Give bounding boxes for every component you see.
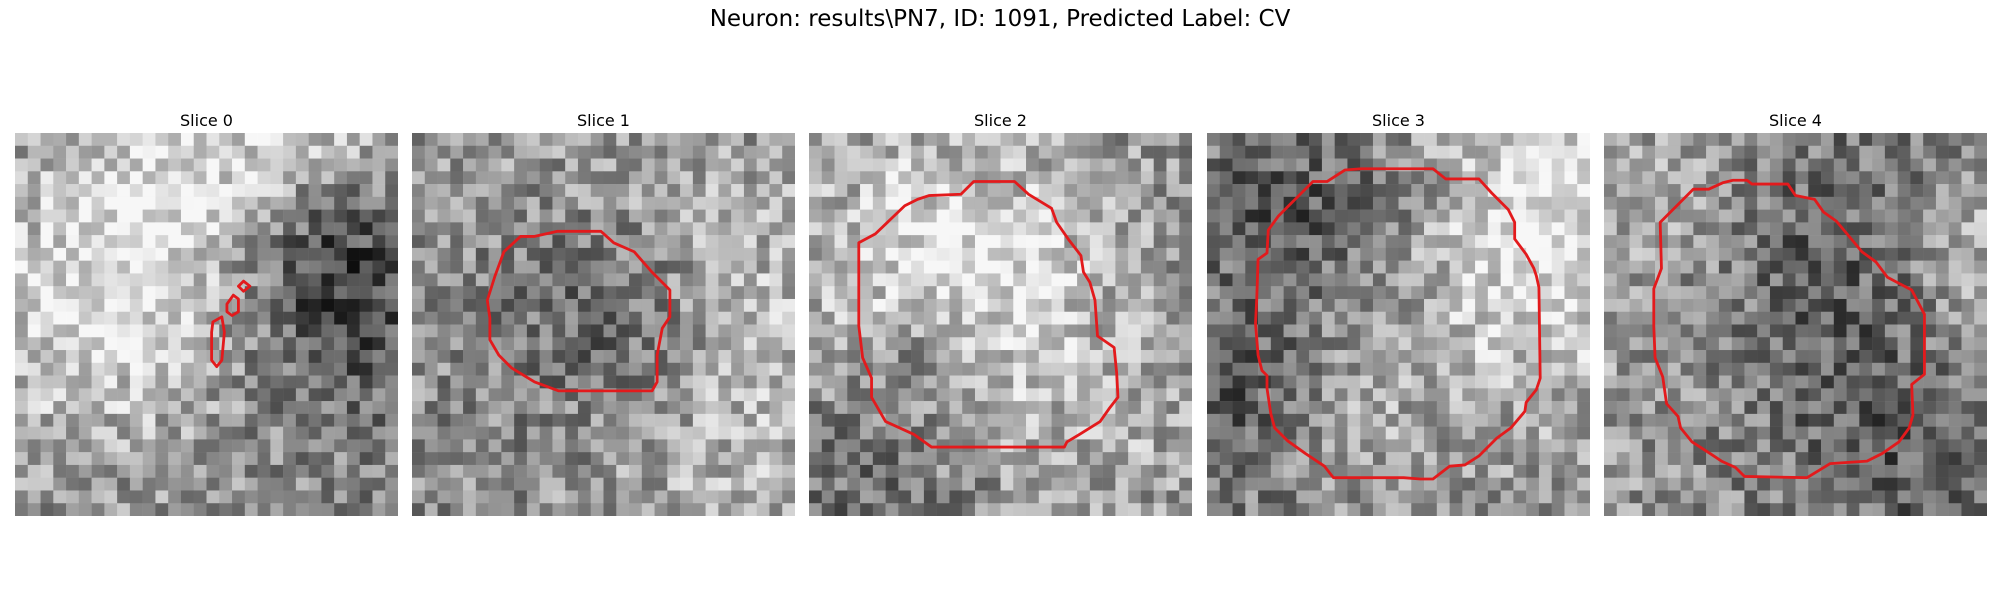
grayscale-patch: [1207, 133, 1590, 516]
slice-title: Slice 2: [974, 111, 1027, 130]
roi-contour: [857, 180, 1120, 449]
roi-contour: [1254, 167, 1542, 481]
roi-contour: [485, 229, 672, 393]
figure-title: Neuron: results\PN7, ID: 1091, Predicted…: [709, 6, 1291, 32]
slice-image: [1207, 133, 1590, 516]
grayscale-patch: [809, 133, 1192, 516]
slice-panel-2: Slice 2: [809, 109, 1192, 516]
slice-title: Slice 1: [577, 111, 630, 130]
slice-image: [412, 133, 795, 516]
slice-panel-0: Slice 0: [15, 109, 398, 516]
slice-panel-4: Slice 4: [1604, 109, 1987, 516]
grayscale-patch: [1604, 133, 1987, 516]
grayscale-patch: [15, 133, 398, 516]
slice-title: Slice 0: [180, 111, 233, 130]
slice-image: [15, 133, 398, 516]
slice-image: [809, 133, 1192, 516]
slice-image: [1604, 133, 1987, 516]
slice-panel-1: Slice 1: [412, 109, 795, 516]
slice-title: Slice 4: [1769, 111, 1822, 130]
roi-contour: [1652, 178, 1926, 480]
slice-title: Slice 3: [1372, 111, 1425, 130]
grayscale-patch: [412, 133, 795, 516]
roi-contour: [210, 279, 252, 369]
slice-panel-3: Slice 3: [1207, 109, 1590, 516]
